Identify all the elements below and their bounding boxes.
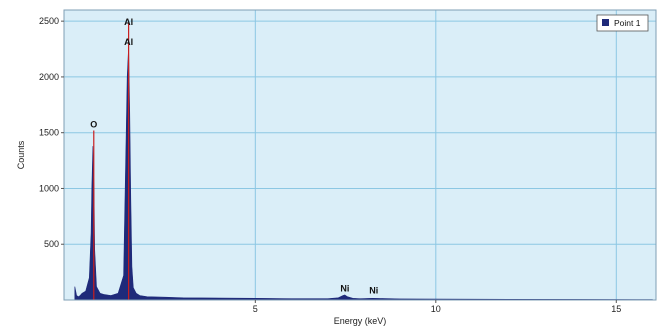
- grid-lines: [64, 10, 656, 300]
- y-tick-label: 1000: [39, 183, 59, 193]
- legend-swatch: [602, 19, 609, 26]
- y-tick-label: 2500: [39, 16, 59, 26]
- peak-annotations: O Al Al Ni Ni: [90, 17, 378, 296]
- peak-annotation: Al: [124, 37, 133, 47]
- peak-annotation: Ni: [369, 286, 378, 296]
- x-tick-label: 5: [253, 304, 258, 314]
- y-tick-label: 500: [44, 239, 59, 249]
- plot-frame: [63, 9, 657, 301]
- peak-annotation: O: [90, 119, 97, 129]
- x-axis-title: Energy (keV): [334, 316, 387, 326]
- legend-label: Point 1: [614, 18, 641, 28]
- plot-background: [64, 10, 656, 300]
- peak-annotation: Al: [124, 17, 133, 27]
- peak-annotation: Ni: [340, 283, 349, 293]
- legend-box: [596, 14, 649, 32]
- y-tick-label: 2000: [39, 72, 59, 82]
- spectrum-fill: [74, 46, 653, 301]
- legend: Point 1: [596, 14, 649, 32]
- peak-markers: [93, 23, 130, 300]
- y-tick-label: 1500: [39, 128, 59, 138]
- spectrum-area: [74, 46, 653, 301]
- x-axis-ticks: 5 10 15: [253, 300, 621, 314]
- x-tick-label: 15: [611, 304, 621, 314]
- x-tick-label: 10: [431, 304, 441, 314]
- y-axis-ticks: 500 1000 1500 2000 2500: [39, 16, 64, 249]
- y-axis-title: Counts: [16, 140, 26, 169]
